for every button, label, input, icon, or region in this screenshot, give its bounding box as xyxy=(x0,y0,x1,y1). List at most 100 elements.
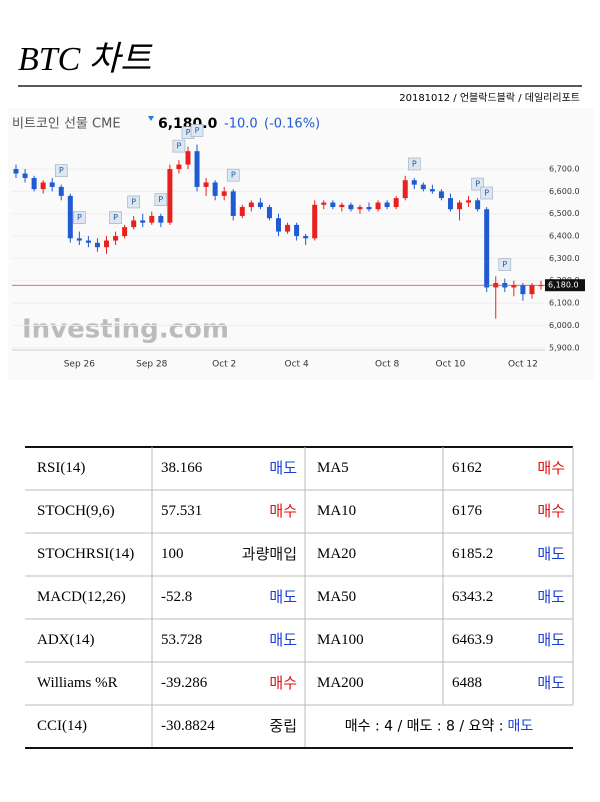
candle-body xyxy=(384,202,390,208)
indicator-value: 38.166 xyxy=(161,460,203,476)
candle-body xyxy=(67,195,73,239)
change: -10.0 xyxy=(224,117,258,132)
summary: 매수 : 4 / 매도 : 8 / 요약 : 매도 xyxy=(345,719,534,735)
y-tick-label: 6,600.0 xyxy=(549,187,580,196)
marker-box xyxy=(190,124,204,137)
marker-label: P xyxy=(195,126,200,135)
x-tick-label: Oct 8 xyxy=(375,360,399,370)
indicator-signal: 매도 xyxy=(269,631,297,649)
indicator-table: RSI(14) 38.166 매도 MA5 6162 매수 STOCH(9,6) 57.531… xyxy=(25,446,574,749)
y-tick-label: 6,400.0 xyxy=(549,232,580,241)
x-tick-label: Oct 2 xyxy=(212,360,236,370)
indicator-value: 57.531 xyxy=(161,503,202,519)
indicator-signal: 매수 xyxy=(537,459,565,477)
y-tick-label: 6,000.0 xyxy=(549,321,580,330)
candle-body xyxy=(257,202,263,208)
x-tick-label: Oct 10 xyxy=(436,360,466,370)
candle-body xyxy=(276,218,281,232)
indicator-value: 6343.2 xyxy=(452,589,493,605)
candle-body xyxy=(104,240,110,248)
indicator-name: STOCHRSI(14) xyxy=(37,546,134,562)
price-tag xyxy=(545,279,585,292)
indicator-signal: 중립 xyxy=(269,717,297,735)
candle-body xyxy=(203,182,209,187)
indicator-name: ADX(14) xyxy=(37,632,95,648)
indicator-name: MA200 xyxy=(317,675,364,691)
indicator-value: 6488 xyxy=(452,675,482,691)
candle-body xyxy=(447,198,453,210)
y-tick-label: 6,100.0 xyxy=(549,299,580,308)
indicator-signal: 매도 xyxy=(269,588,297,606)
marker-label: P xyxy=(113,213,118,222)
x-tick-label: Sep 26 xyxy=(64,360,96,370)
indicator-signal: 매도 xyxy=(537,674,565,692)
candle-body xyxy=(176,164,182,170)
candle-body xyxy=(212,182,218,196)
indicator-signal: 매수 xyxy=(537,502,565,520)
candle-body xyxy=(49,182,55,187)
indicator-value: 6185.2 xyxy=(452,546,493,562)
indicator-name: RSI(14) xyxy=(37,460,85,476)
candle-body xyxy=(393,198,399,208)
marker-label: P xyxy=(59,166,64,175)
candle-body xyxy=(538,285,544,287)
indicator-name: MA20 xyxy=(317,546,356,562)
candle-body xyxy=(131,220,137,228)
marker-label: P xyxy=(131,197,136,206)
indicator-signal: 매수 xyxy=(269,674,297,692)
chart-title: 비트코인 선물 CME xyxy=(12,117,121,132)
indicator-signal: 매도 xyxy=(537,545,565,563)
marker-box xyxy=(498,258,512,271)
candle-body xyxy=(13,169,19,174)
marker-label: P xyxy=(158,195,163,204)
y-tick-label: 6,500.0 xyxy=(549,209,580,218)
candle-body xyxy=(321,202,327,205)
candle-body xyxy=(348,204,354,210)
candle-body xyxy=(520,285,526,295)
candle-body xyxy=(230,191,236,216)
indicator-name: CCI(14) xyxy=(37,718,87,734)
y-tick-label: 6,300.0 xyxy=(549,254,580,263)
indicator-signal: 과량매입 xyxy=(242,545,297,563)
marker-box xyxy=(73,211,86,224)
candle-body xyxy=(375,202,381,210)
byline: 20181012 / 언블락드블락 / 데일리리포트 xyxy=(399,92,580,104)
summary-result: 매도 xyxy=(507,719,533,735)
indicator-name: MA50 xyxy=(317,589,356,605)
marker-label: P xyxy=(412,159,417,168)
candle-body xyxy=(158,215,164,223)
x-tick-label: Oct 12 xyxy=(508,360,538,370)
candle-body xyxy=(266,207,272,219)
indicator-name: MA10 xyxy=(317,503,356,519)
indicator-value: 100 xyxy=(161,546,184,562)
marker-box xyxy=(480,186,493,200)
y-tick-label: 5,900.0 xyxy=(549,343,580,352)
price-tag-label: 6,180.0 xyxy=(548,281,579,290)
indicator-value: -30.8824 xyxy=(161,718,215,734)
marker-label: P xyxy=(475,180,480,189)
candle-body xyxy=(185,151,191,165)
marker-label: P xyxy=(502,260,507,269)
candle-body xyxy=(248,202,254,208)
candle-body xyxy=(149,215,155,223)
marker-box xyxy=(407,157,421,171)
change-pct: (-0.16%) xyxy=(264,117,320,132)
candle-body xyxy=(113,236,119,241)
marker-box xyxy=(54,164,68,177)
candle-body xyxy=(529,285,535,295)
marker-box xyxy=(226,168,240,182)
indicator-value: 6176 xyxy=(452,503,483,519)
indicator-name: Williams %R xyxy=(37,675,118,691)
marker-box xyxy=(109,211,122,224)
candle-body xyxy=(194,151,200,187)
x-tick-label: Oct 4 xyxy=(285,360,309,370)
candle-body xyxy=(85,240,91,243)
indicator-value: 6162 xyxy=(452,460,482,476)
marker-label: P xyxy=(77,213,82,222)
indicator-value: -52.8 xyxy=(161,589,192,605)
candle-body xyxy=(484,209,490,288)
marker-label: P xyxy=(484,189,489,198)
candle-body xyxy=(402,180,408,199)
indicator-signal: 매도 xyxy=(537,588,565,606)
